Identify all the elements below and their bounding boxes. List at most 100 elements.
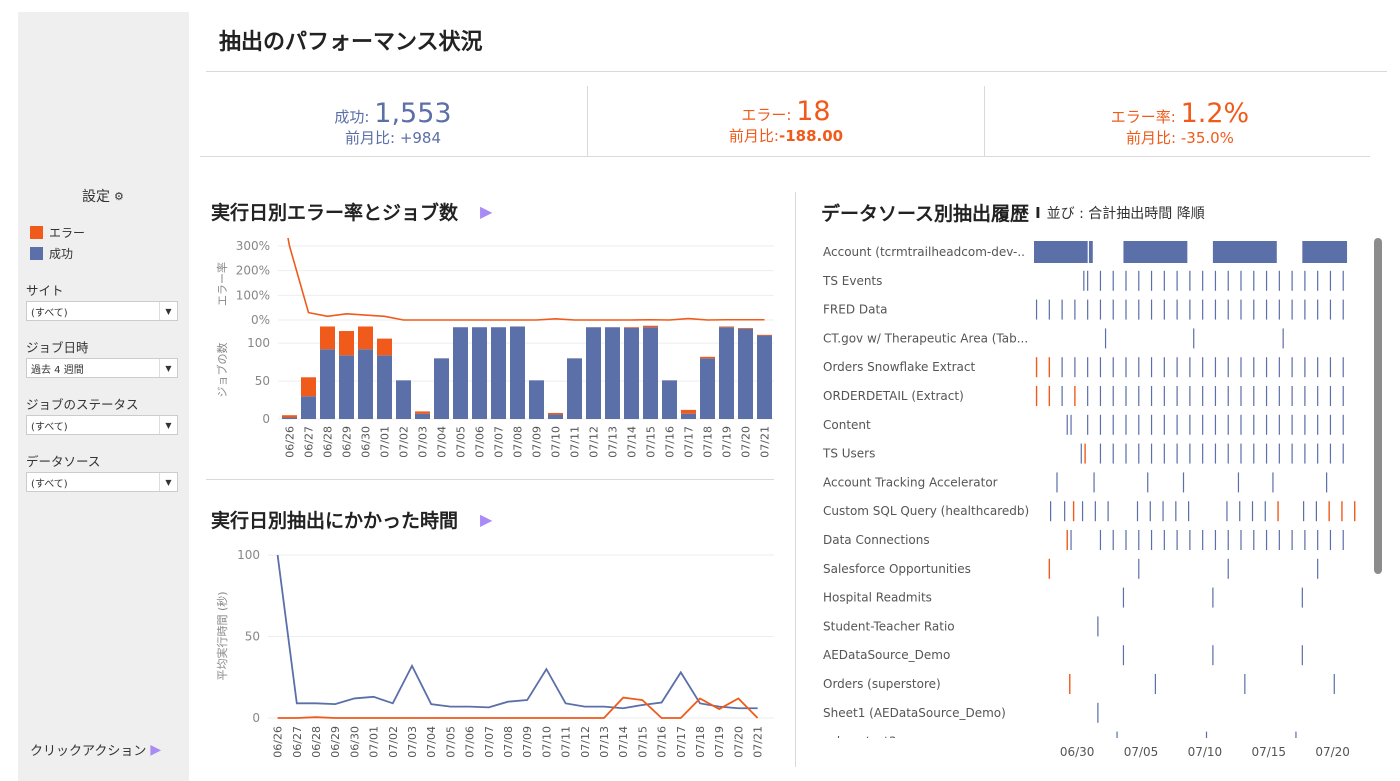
x-tick-label: 07/10 (550, 426, 563, 458)
settings-label: 設定 (82, 189, 110, 205)
kpi-error-rate-mom: 前月比: -35.0% (990, 127, 1370, 148)
section-title-extract-time: 実行日別抽出にかかった時間 ▶ (211, 506, 492, 533)
x-tick-label: 06/30 (360, 426, 373, 458)
x-tick-label: 07/21 (759, 426, 772, 458)
x-tick-label: 06/26 (284, 426, 297, 458)
page-title: 抽出のパフォーマンス状況 (219, 30, 483, 55)
bar-error (738, 328, 753, 329)
bar-success (510, 326, 525, 419)
y-tick-label: 0% (251, 313, 270, 327)
click-action-button[interactable]: クリックアクション ▶ (30, 740, 161, 760)
kpi-error-mom-label: 前月比: (728, 127, 779, 145)
axis-background (800, 738, 1380, 781)
datasource-label: Orders (superstore) (823, 677, 941, 691)
panel-divider (795, 192, 796, 767)
scrollbar-thumb[interactable] (1374, 238, 1382, 574)
kpi-error-label: エラー: (741, 106, 792, 124)
bar-error (643, 325, 658, 328)
bar-success (662, 380, 677, 419)
y-axis-label: 平均実行時間 (秒) (215, 591, 229, 680)
extract-history-chart: Account (tcrmtrailheadcom-dev-.. TS Event… (800, 238, 1382, 781)
y-tick-label: 200% (236, 264, 270, 278)
kpi-success-mom-value: +984 (399, 129, 442, 147)
play-icon[interactable]: ▶ (480, 510, 493, 529)
bar-success (738, 328, 753, 419)
bar-success (529, 380, 544, 419)
kpi-error-rate: エラー率: 1.2% 前月比: -35.0% (990, 86, 1370, 156)
datasource-label: Account Tracking Accelerator (823, 475, 998, 489)
datasource-label: Salesforce Opportunities (823, 562, 971, 576)
x-tick-label: 07/05 (455, 426, 468, 458)
datasource-label: Orders Snowflake Extract (823, 360, 975, 374)
x-tick-label: 07/16 (656, 726, 669, 758)
bar-error (320, 326, 335, 350)
filter-select-datasource[interactable]: (すべて) ▼ (26, 472, 178, 492)
x-tick-label: 07/07 (483, 726, 496, 758)
bar-success (643, 327, 658, 419)
bar-success (624, 328, 639, 419)
y-axis-label: エラー率 (215, 262, 229, 306)
kpi-error: エラー: 18 前月比:-188.00 (588, 86, 984, 156)
y-tick-label: 300% (236, 239, 270, 253)
filter-value-job-date: 過去 4 週間 (31, 364, 84, 376)
legend-item-success[interactable]: 成功 (30, 245, 73, 262)
y-axis-label: ジョブの数 (215, 343, 229, 398)
bar-error (282, 415, 297, 418)
kpi-success-value: 1,553 (374, 98, 452, 129)
y-tick-label: 100 (247, 336, 270, 350)
x-tick-label: 06/29 (329, 726, 342, 758)
x-tick-label: 06/29 (341, 426, 354, 458)
filter-select-site[interactable]: (すべて) ▼ (26, 301, 178, 321)
bar-success (491, 327, 506, 419)
x-tick-label: 06/27 (303, 426, 316, 458)
bar-error (377, 338, 392, 356)
kpi-error-rate-label: エラー率: (1110, 108, 1176, 126)
bar-error (757, 334, 772, 336)
kpi-error-rate-value: 1.2% (1180, 98, 1250, 129)
x-tick-label: 07/08 (502, 726, 515, 758)
x-tick-label: 07/21 (752, 726, 765, 758)
history-block (1034, 241, 1088, 263)
x-tick-label: 07/14 (617, 726, 630, 758)
history-sort-label: 並び : 合計抽出時間 降順 (1046, 205, 1205, 222)
kpi-error-line: エラー: 18 (588, 96, 984, 127)
bar-error (339, 331, 354, 356)
filter-select-job-status[interactable]: (すべて) ▼ (26, 415, 178, 435)
bar-success (567, 358, 582, 419)
kpi-bottom-divider (200, 156, 1370, 157)
kpi-success-label: 成功: (334, 108, 370, 126)
x-tick-label: 07/10 (1188, 745, 1223, 759)
kpi-success-line: 成功: 1,553 (200, 98, 586, 129)
legend-label-success: 成功 (49, 247, 74, 261)
datasource-label: Custom SQL Query (healthcaredb) (823, 504, 1029, 518)
history-block (1088, 241, 1093, 263)
datasource-label: AEDataSource_Demo (823, 648, 950, 662)
x-tick-label: 07/13 (598, 726, 611, 758)
filter-select-job-date[interactable]: 過去 4 週間 ▼ (26, 358, 178, 378)
x-tick-label: 06/30 (348, 726, 361, 758)
bar-error (624, 327, 639, 328)
bar-success (377, 355, 392, 419)
bar-error (301, 377, 316, 397)
play-icon[interactable]: ▶ (480, 202, 493, 221)
x-tick-label: 07/12 (579, 726, 592, 758)
datasource-label: Content (823, 418, 871, 432)
x-tick-label: 07/09 (531, 426, 544, 458)
x-tick-label: 07/02 (387, 726, 400, 758)
kpi-error-value: 18 (796, 96, 831, 127)
x-tick-label: 07/11 (560, 726, 573, 758)
bar-success (358, 349, 373, 419)
legend-item-error[interactable]: エラー (30, 224, 85, 241)
x-tick-label: 07/02 (398, 426, 411, 458)
kpi-divider (984, 86, 985, 156)
bar-success (282, 417, 297, 419)
bar-success (472, 327, 487, 419)
bar-success (681, 413, 696, 419)
x-tick-label: 07/19 (721, 426, 734, 458)
settings-button[interactable]: 設定 ⚙ (82, 186, 124, 206)
datasource-label: FRED Data (823, 303, 888, 317)
bar-error (415, 411, 430, 414)
y-tick-label: 50 (255, 374, 270, 388)
x-tick-label: 07/07 (493, 426, 506, 458)
x-tick-label: 07/20 (1315, 745, 1350, 759)
